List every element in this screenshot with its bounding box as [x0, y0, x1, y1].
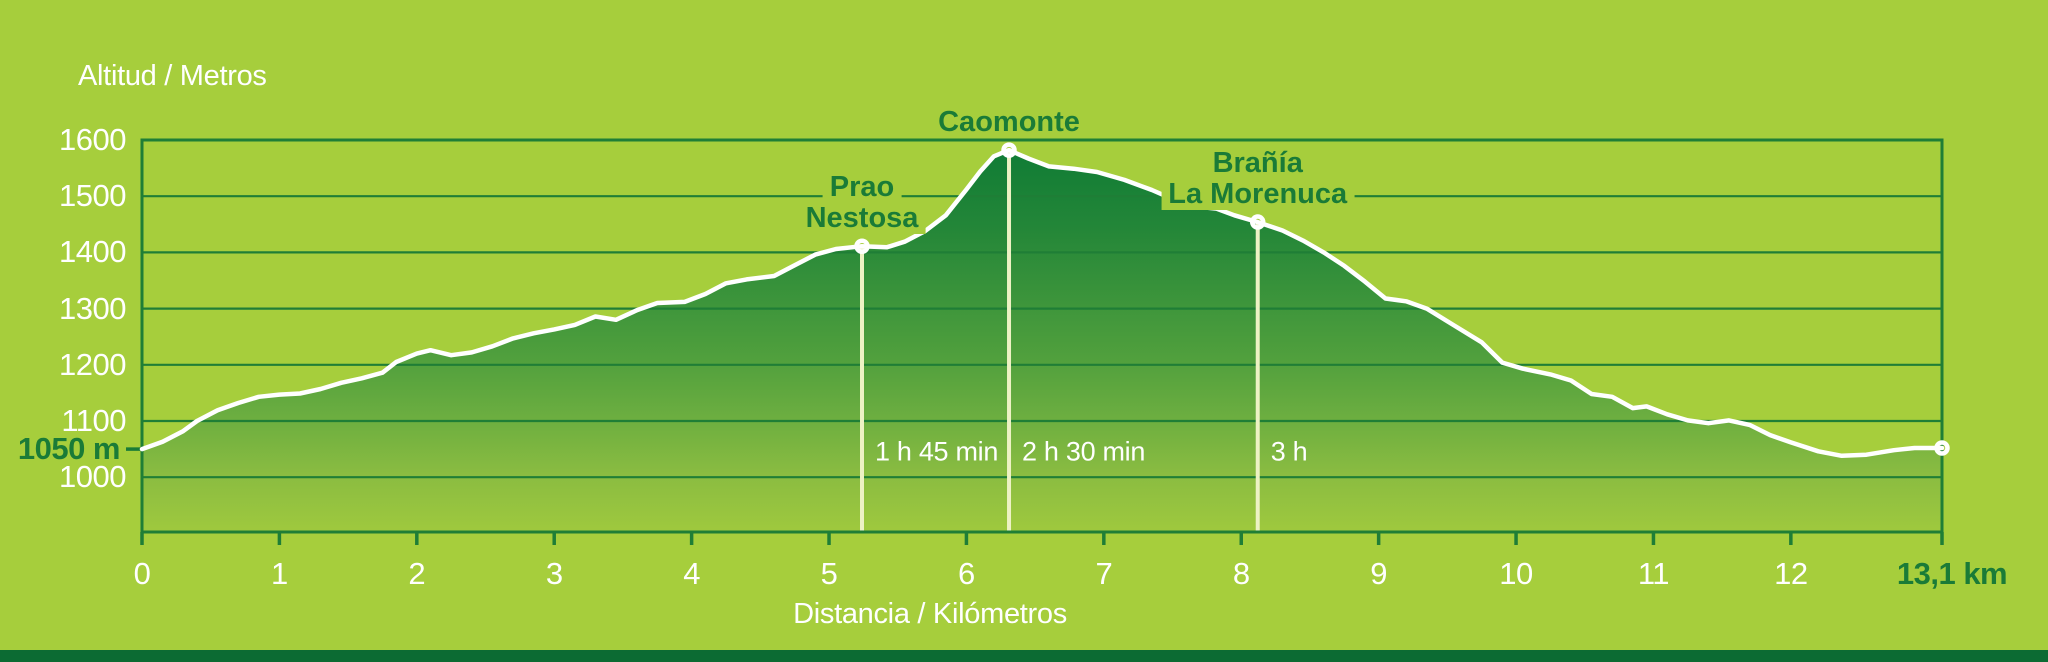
y-tick-label-1500: 1500 — [59, 178, 126, 214]
waypoint-label-2: Brañía La Morenuca — [1161, 148, 1355, 211]
waypoint-time-label-0: 1 h 45 min — [875, 436, 999, 467]
waypoint-marker-0 — [854, 238, 870, 254]
end-distance-label: 13,1 km — [1896, 556, 2008, 591]
x-tick-label-0: 0 — [133, 556, 151, 591]
y-tick-label-1300: 1300 — [59, 290, 126, 326]
x-tick-label-10: 10 — [1499, 556, 1533, 591]
bottom-bar — [0, 650, 2048, 662]
y-tick-label-1000: 1000 — [59, 459, 126, 495]
waypoint-marker-1 — [1001, 142, 1017, 158]
x-tick-label-7: 7 — [1095, 556, 1113, 591]
plot-border — [140, 138, 1944, 534]
waypoint-marker-2 — [1249, 214, 1266, 230]
waypoint-time-label-1: 2 h 30 min — [1022, 436, 1146, 467]
x-tick-label-4: 4 — [683, 556, 700, 591]
x-tick-label-8: 8 — [1232, 556, 1250, 591]
x-tick-label-3: 3 — [545, 556, 563, 591]
y-axis-title: Altitud / Metros — [78, 60, 267, 92]
start-elevation-label: 1050 m — [17, 431, 121, 467]
y-tick-label-1400: 1400 — [59, 234, 126, 270]
x-tick-label-11: 11 — [1637, 556, 1670, 591]
elevation-area — [142, 150, 1942, 532]
y-tick-label-1600: 1600 — [59, 122, 126, 157]
x-tick-label-2: 2 — [408, 556, 426, 591]
waypoint-time-label-2: 3 h — [1270, 436, 1308, 467]
elevation-profile-line — [139, 147, 1945, 459]
x-tick-label-6: 6 — [958, 556, 975, 591]
waypoint-label-0: Prao Nestosa — [798, 172, 926, 235]
waypoint-label-1: Caomonte — [931, 107, 1087, 139]
y-tick-label-1200: 1200 — [59, 346, 126, 382]
end-marker — [1934, 440, 1950, 456]
x-tick-label-1: 1 — [271, 556, 288, 591]
x-tick-label-9: 9 — [1370, 556, 1388, 591]
y-tick-label-1100: 1100 — [61, 403, 126, 438]
x-axis-title: Distancia / Kilómetros — [793, 598, 1067, 630]
x-tick-label-12: 12 — [1774, 556, 1808, 591]
x-tick-label-5: 5 — [820, 556, 838, 591]
